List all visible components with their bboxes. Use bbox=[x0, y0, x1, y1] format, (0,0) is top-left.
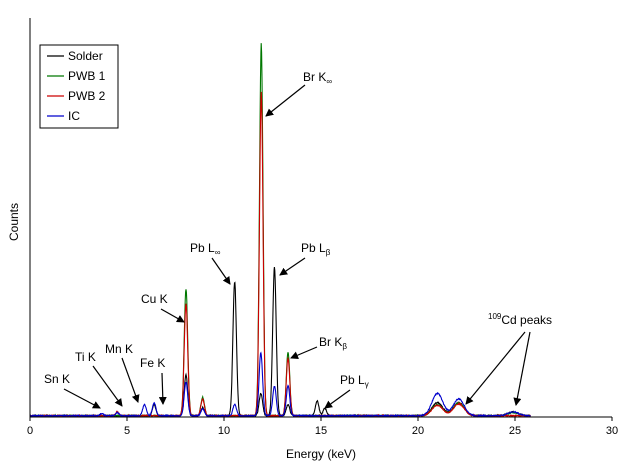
x-tick-label: 10 bbox=[218, 425, 230, 437]
x-tick-label: 0 bbox=[27, 425, 33, 437]
series-line-ic bbox=[29, 351, 531, 418]
series-line-pwb-2 bbox=[29, 91, 531, 418]
annotation-arrow bbox=[63, 388, 101, 409]
x-ticks: 0 5 10 15 20 25 30 bbox=[27, 417, 618, 437]
y-axis-title: Counts bbox=[7, 203, 21, 241]
annotation-arrow bbox=[160, 308, 185, 323]
legend-box bbox=[39, 44, 119, 129]
annotation-arrow bbox=[92, 365, 123, 407]
annotation-arrow bbox=[465, 331, 526, 405]
legend-label: Solder bbox=[68, 49, 103, 63]
annotations-layer: Br K∞ Pb L∞ Pb Lβ Cu K Br Kβ Mn K Ti K Fe K Sn K… bbox=[44, 70, 552, 409]
annotation-label: 109Cd peaks bbox=[488, 312, 552, 327]
annotation-label: Pb L∞ bbox=[190, 241, 221, 257]
x-tick-label: 20 bbox=[412, 425, 424, 437]
annotation-label: Pb Lγ bbox=[340, 373, 369, 389]
annotation-label: Br K∞ bbox=[303, 70, 332, 86]
x-tick-label: 25 bbox=[509, 425, 521, 437]
x-tick-label: 5 bbox=[124, 425, 130, 437]
legend-label: PWB 2 bbox=[68, 89, 106, 103]
annotation-label: Fe K bbox=[140, 356, 165, 370]
annotation-label: Ti K bbox=[75, 350, 96, 364]
x-tick-label: 30 bbox=[606, 425, 618, 437]
annotation-label: Cu K bbox=[141, 292, 168, 306]
annotation-arrow bbox=[324, 389, 351, 409]
annotation-label: Sn K bbox=[44, 372, 70, 386]
annotation-arrow bbox=[158, 372, 167, 405]
legend-label: IC bbox=[68, 109, 80, 123]
annotation-arrow bbox=[265, 84, 306, 117]
annotation-label: Pb Lβ bbox=[301, 241, 331, 257]
annotation-arrow bbox=[513, 331, 531, 406]
annotation-label: Mn K bbox=[105, 342, 133, 356]
annotation-arrow bbox=[211, 257, 231, 285]
x-axis-title: Energy (keV) bbox=[286, 447, 356, 461]
legend-label: PWB 1 bbox=[68, 69, 106, 83]
annotation-arrow bbox=[121, 357, 140, 403]
annotation-label: Br Kβ bbox=[319, 335, 347, 351]
x-tick-label: 15 bbox=[315, 425, 327, 437]
series-layer bbox=[29, 43, 531, 418]
annotation-arrow bbox=[290, 346, 318, 359]
legend: Solder PWB 1 PWB 2 IC bbox=[39, 44, 119, 129]
annotation-arrow bbox=[279, 257, 306, 276]
